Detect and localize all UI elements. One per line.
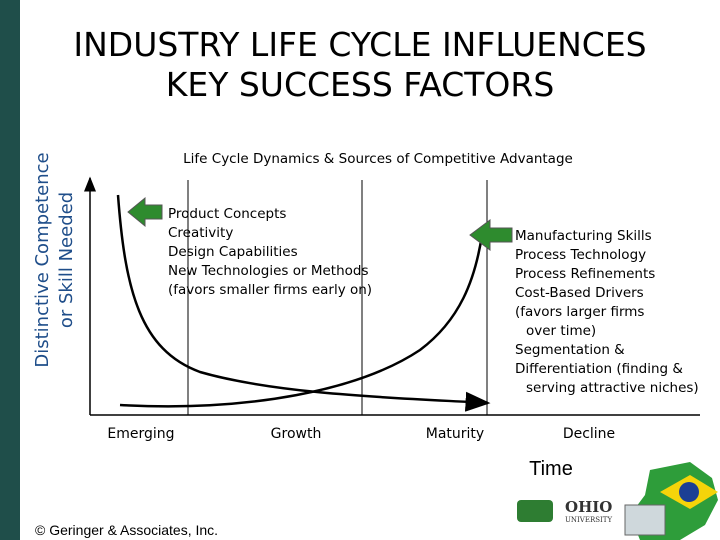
footer: © Geringer & Associates, Inc. (35, 522, 218, 538)
factor: Differentiation (finding & (515, 361, 683, 377)
factor: (favors larger firms (515, 304, 644, 320)
manufacturing-curve (119, 234, 484, 408)
logo-text: OHIO (565, 498, 612, 516)
title-line: KEY SUCCESS FACTORS (166, 65, 555, 104)
left-arrow (127, 196, 163, 228)
creativity-curve (116, 194, 491, 412)
logo-icon (517, 500, 553, 522)
left-factors: Product Concepts Creativity Design Capab… (168, 206, 372, 298)
x-axis-label: Time (529, 458, 573, 480)
factor: Manufacturing Skills (515, 228, 652, 244)
right-factors: Manufacturing Skills Process Technology … (515, 228, 699, 396)
subtitle: Life Cycle Dynamics & Sources of Competi… (183, 151, 573, 167)
factor: Design Capabilities (168, 244, 298, 260)
factor: Process Technology (515, 247, 646, 263)
stage-label: Growth (271, 426, 322, 442)
factor: Segmentation & (515, 342, 625, 358)
stage-label: Maturity (426, 426, 484, 442)
flag-circle (679, 482, 699, 502)
building-icon (624, 504, 666, 536)
side-bar (0, 0, 20, 540)
y-axis-label: or Skill Needed (56, 192, 77, 328)
right-arrow (469, 219, 513, 251)
factor: Cost-Based Drivers (515, 285, 644, 301)
title-line: INDUSTRY LIFE CYCLE INFLUENCES (73, 25, 646, 64)
factor: over time) (526, 323, 596, 339)
factor: Product Concepts (168, 206, 286, 222)
stage-label: Decline (563, 426, 615, 442)
factor: New Technologies or Methods (168, 263, 369, 279)
y-axis-label: Distinctive Competence (32, 152, 53, 367)
factor: serving attractive niches) (526, 380, 699, 396)
factor: (favors smaller firms early on) (168, 282, 372, 298)
logo-text: UNIVERSITY (565, 516, 612, 524)
factor: Creativity (168, 225, 233, 241)
stage-label: Emerging (107, 426, 174, 442)
factor: Process Refinements (515, 266, 655, 282)
